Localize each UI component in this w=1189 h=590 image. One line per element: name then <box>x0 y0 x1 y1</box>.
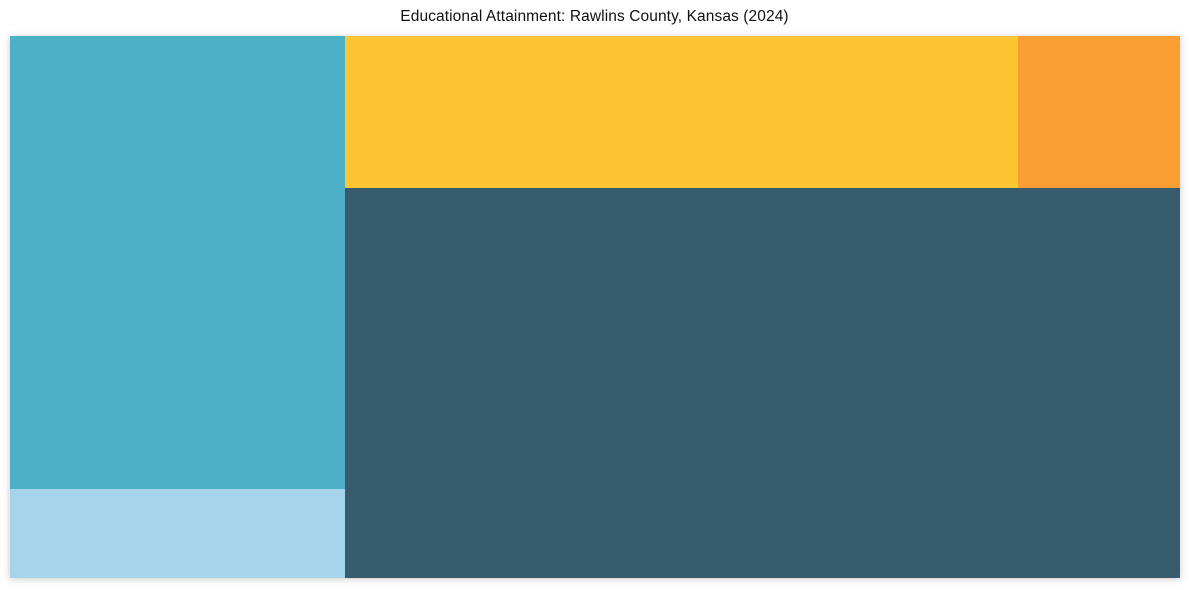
treemap-cell-teal[interactable] <box>10 36 345 489</box>
chart-title: Educational Attainment: Rawlins County, … <box>400 8 789 25</box>
treemap-chart <box>10 36 1180 578</box>
treemap-cell-yellow[interactable] <box>345 36 1018 188</box>
treemap-cell-dark-slate[interactable] <box>345 188 1180 578</box>
treemap-cell-light-blue[interactable] <box>10 489 345 578</box>
treemap-cell-orange[interactable] <box>1018 36 1180 188</box>
